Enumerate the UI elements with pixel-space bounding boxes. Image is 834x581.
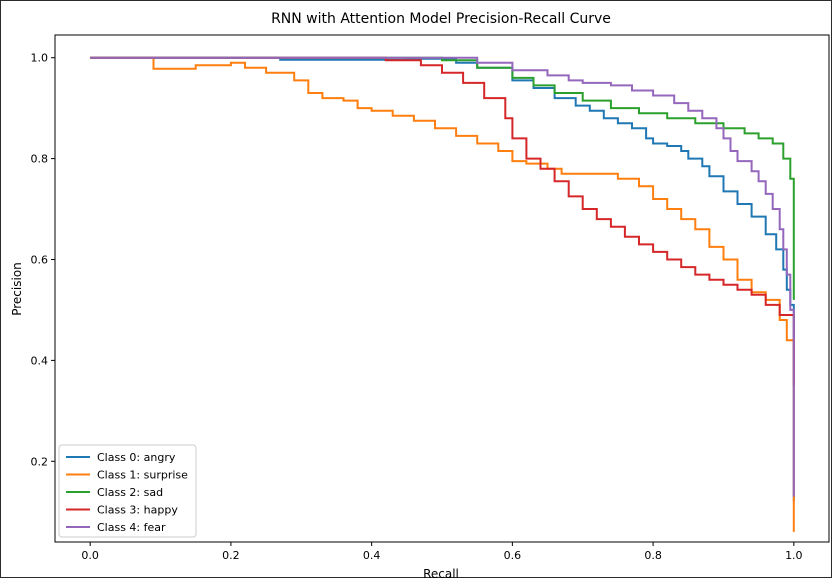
- y-axis-label: Precision: [10, 262, 24, 316]
- legend-box: [58, 444, 197, 538]
- series-lines: [90, 56, 795, 532]
- x-tick-label: 0.2: [222, 549, 240, 562]
- plot-area: [54, 34, 830, 543]
- y-axis-ticks: 0.2 0.4 0.6 0.8 1.0: [31, 52, 55, 468]
- legend-label: Class 2: sad: [97, 486, 163, 499]
- x-tick-label: 1.0: [785, 549, 803, 562]
- chart-title: RNN with Attention Model Precision-Recal…: [271, 11, 611, 27]
- legend-label: Class 3: happy: [97, 504, 178, 517]
- series-line-class-1: [90, 56, 795, 532]
- x-tick-label: 0.0: [81, 549, 99, 562]
- y-tick-label: 0.8: [31, 153, 49, 166]
- legend-label: Class 1: surprise: [97, 469, 188, 482]
- x-tick-label: 0.4: [363, 549, 381, 562]
- x-tick-label: 0.8: [644, 549, 662, 562]
- legend-label: Class 0: angry: [97, 451, 176, 464]
- x-axis-ticks: 0.0 0.2 0.4 0.6 0.8 1.0: [81, 542, 803, 562]
- x-tick-label: 0.6: [504, 549, 522, 562]
- legend-label: Class 4: fear: [97, 521, 166, 534]
- y-tick-label: 0.2: [31, 455, 49, 468]
- legend: Class 0: angry Class 1: surprise Class 2: …: [58, 444, 197, 538]
- series-line-class-0: [90, 56, 795, 502]
- y-tick-label: 0.6: [31, 253, 49, 266]
- x-axis-label: Recall: [423, 567, 459, 581]
- y-tick-label: 1.0: [31, 52, 49, 65]
- series-line-class-4: [90, 56, 795, 497]
- series-line-class-2: [90, 56, 795, 300]
- y-tick-label: 0.4: [31, 354, 49, 367]
- series-line-class-3: [90, 56, 795, 386]
